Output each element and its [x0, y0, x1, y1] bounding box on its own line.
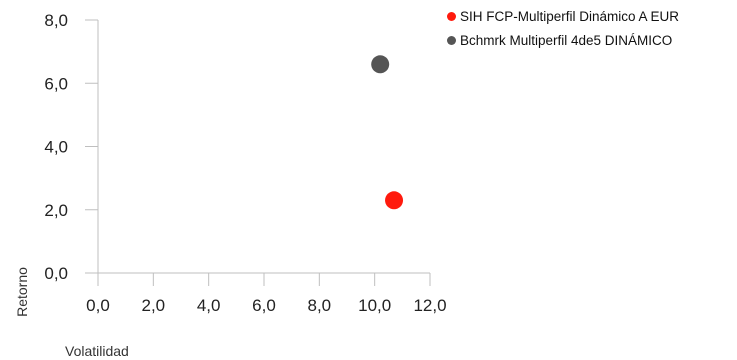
x-tick-label: 4,0 [197, 296, 221, 315]
y-tick-label: 6,0 [44, 74, 68, 93]
y-tick-label: 2,0 [44, 201, 68, 220]
legend: SIH FCP-Multiperfil Dinámico A EUR Bchmr… [447, 4, 679, 52]
data-point-fund [385, 191, 404, 210]
legend-label-fund: SIH FCP-Multiperfil Dinámico A EUR [460, 8, 680, 24]
x-tick-label: 12,0 [413, 296, 446, 315]
x-tick-label: 10,0 [358, 296, 391, 315]
x-tick-label: 6,0 [252, 296, 276, 315]
y-tick-label: 4,0 [44, 138, 68, 157]
legend-marker-fund [447, 11, 456, 21]
y-tick-label: 0,0 [44, 264, 68, 283]
legend-item-benchmark: Bchmrk Multiperfil 4de5 DINÁMICO [447, 28, 679, 52]
data-point-benchmark [371, 55, 390, 74]
x-tick-label: 8,0 [308, 296, 332, 315]
x-tick-label: 0,0 [86, 296, 110, 315]
legend-item-fund: SIH FCP-Multiperfil Dinámico A EUR [447, 4, 679, 28]
y-tick-label: 8,0 [44, 11, 68, 30]
y-axis-title: Retorno [14, 267, 30, 317]
x-axis: 0,0 2,0 4,0 6,0 8,0 10,0 12,0 [85, 272, 447, 315]
x-tick-label: 2,0 [142, 296, 166, 315]
y-axis: 0,0 2,0 4,0 6,0 8,0 [44, 11, 99, 283]
x-axis-title: Volatilidad [65, 343, 129, 359]
legend-label-benchmark: Bchmrk Multiperfil 4de5 DINÁMICO [460, 32, 673, 48]
legend-marker-benchmark [447, 35, 456, 45]
